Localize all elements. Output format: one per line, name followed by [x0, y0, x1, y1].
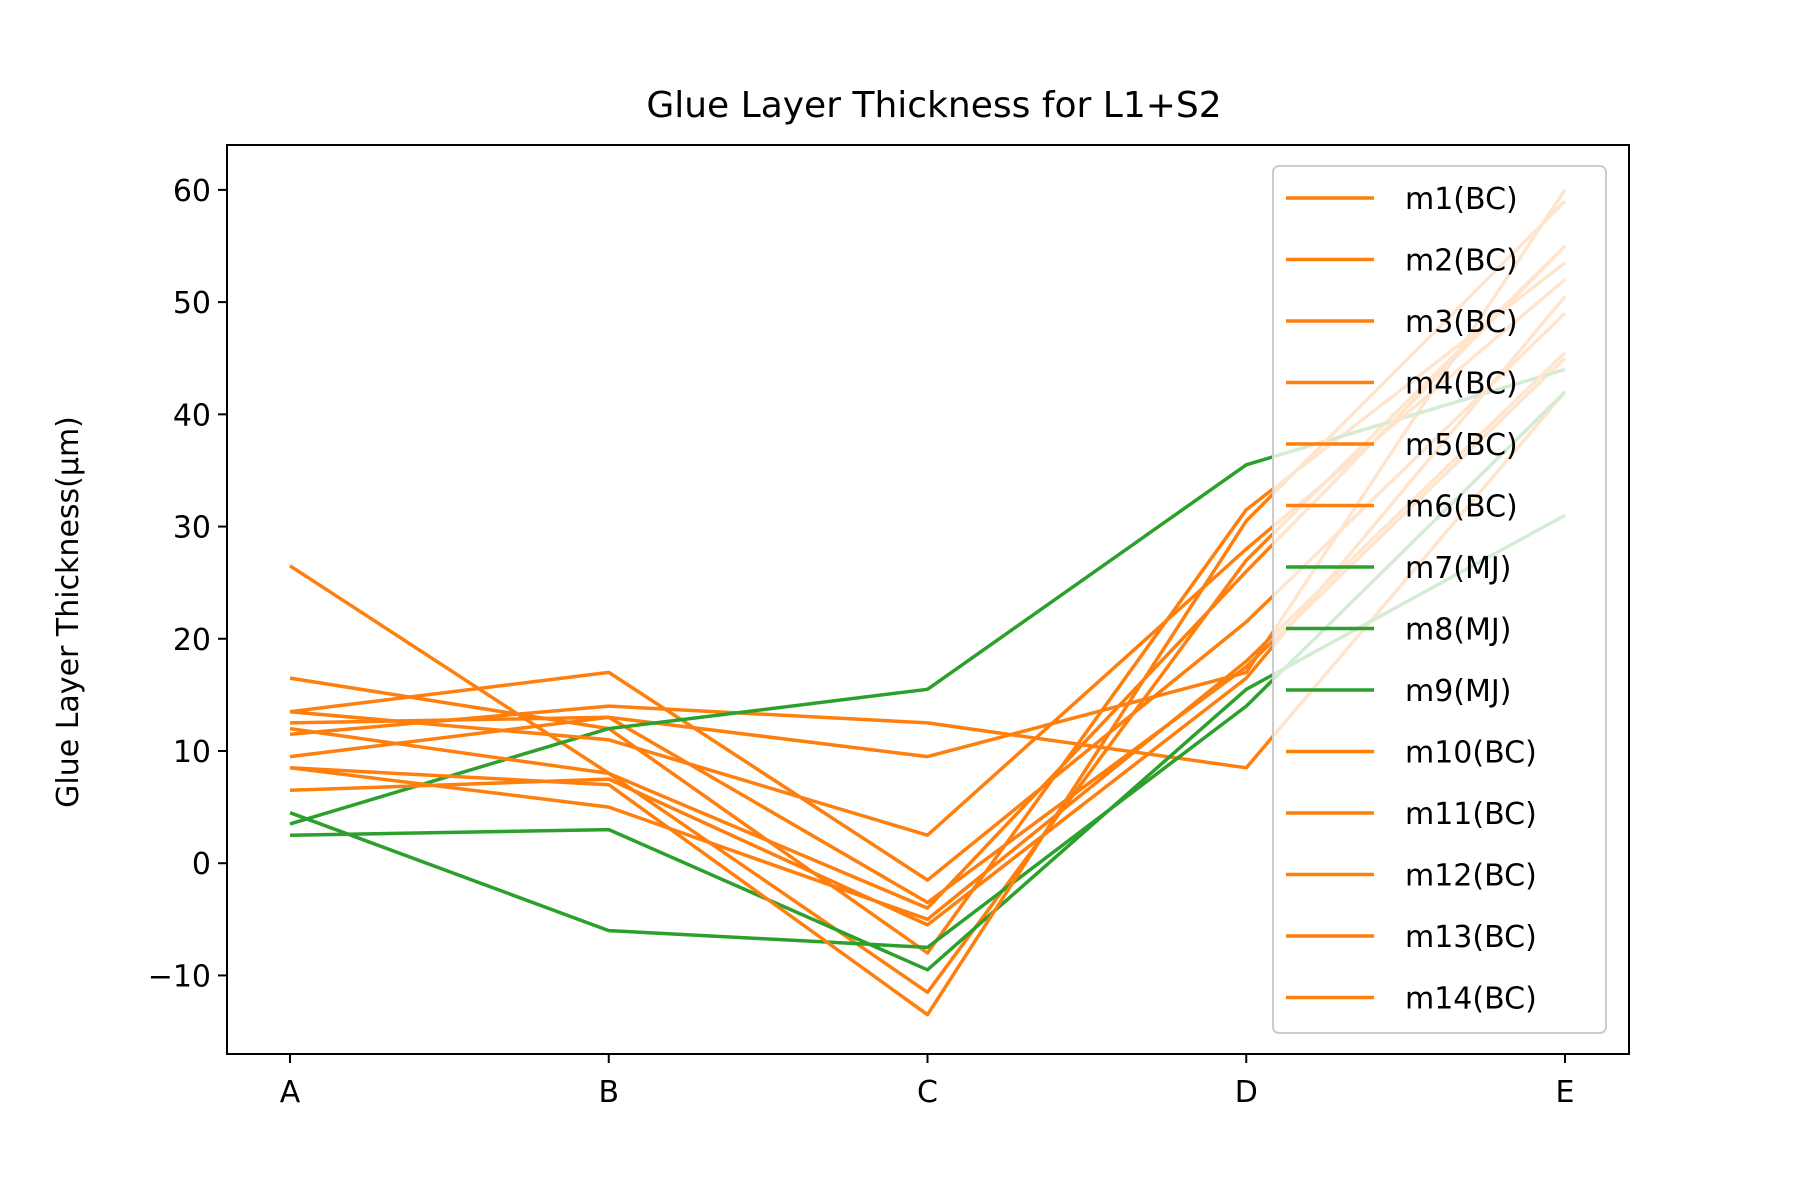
legend-label: m12(BC)	[1405, 859, 1537, 894]
legend-label: m4(BC)	[1405, 367, 1518, 402]
x-axis-ticks: A B C D E	[280, 1054, 1575, 1110]
y-tick-label: 60	[173, 174, 211, 209]
legend-box	[1272, 165, 1607, 1034]
x-tick-label: A	[280, 1075, 301, 1110]
y-tick-label: −10	[148, 959, 211, 994]
legend-label: m13(BC)	[1405, 920, 1537, 955]
y-tick-label: 50	[173, 286, 211, 321]
legend-items: m1(BC) m2(BC) m3(BC) m4(BC) m5(BC) m6(BC) m7(M…	[1286, 182, 1537, 1017]
x-tick-label: E	[1556, 1075, 1575, 1110]
legend-label: m8(MJ)	[1405, 613, 1511, 648]
y-tick-label: 0	[192, 847, 211, 882]
y-axis-ticks: −10 0 10 20 30 40 50 60	[148, 174, 227, 994]
legend-label: m2(BC)	[1405, 244, 1518, 279]
y-tick-label: 20	[173, 623, 211, 658]
legend-label: m1(BC)	[1405, 182, 1518, 217]
y-tick-label: 10	[173, 735, 211, 770]
legend-label: m7(MJ)	[1405, 551, 1511, 586]
y-tick-label: 40	[173, 398, 211, 433]
x-tick-label: B	[598, 1075, 619, 1110]
legend-label: m6(BC)	[1405, 490, 1518, 525]
legend-label: m11(BC)	[1405, 797, 1537, 832]
legend-label: m3(BC)	[1405, 305, 1518, 340]
legend-label: m9(MJ)	[1405, 674, 1511, 709]
chart-title: Glue Layer Thickness for L1+S2	[646, 85, 1221, 126]
x-tick-label: D	[1235, 1075, 1258, 1110]
y-axis-label: Glue Layer Thickness(μm)	[51, 416, 86, 808]
y-tick-label: 30	[173, 511, 211, 546]
x-tick-label: C	[917, 1075, 938, 1110]
legend-label: m14(BC)	[1405, 982, 1537, 1017]
legend-label: m10(BC)	[1405, 736, 1537, 771]
legend: m1(BC) m2(BC) m3(BC) m4(BC) m5(BC) m6(BC) m7(M…	[1272, 165, 1607, 1034]
legend-label: m5(BC)	[1405, 428, 1518, 463]
